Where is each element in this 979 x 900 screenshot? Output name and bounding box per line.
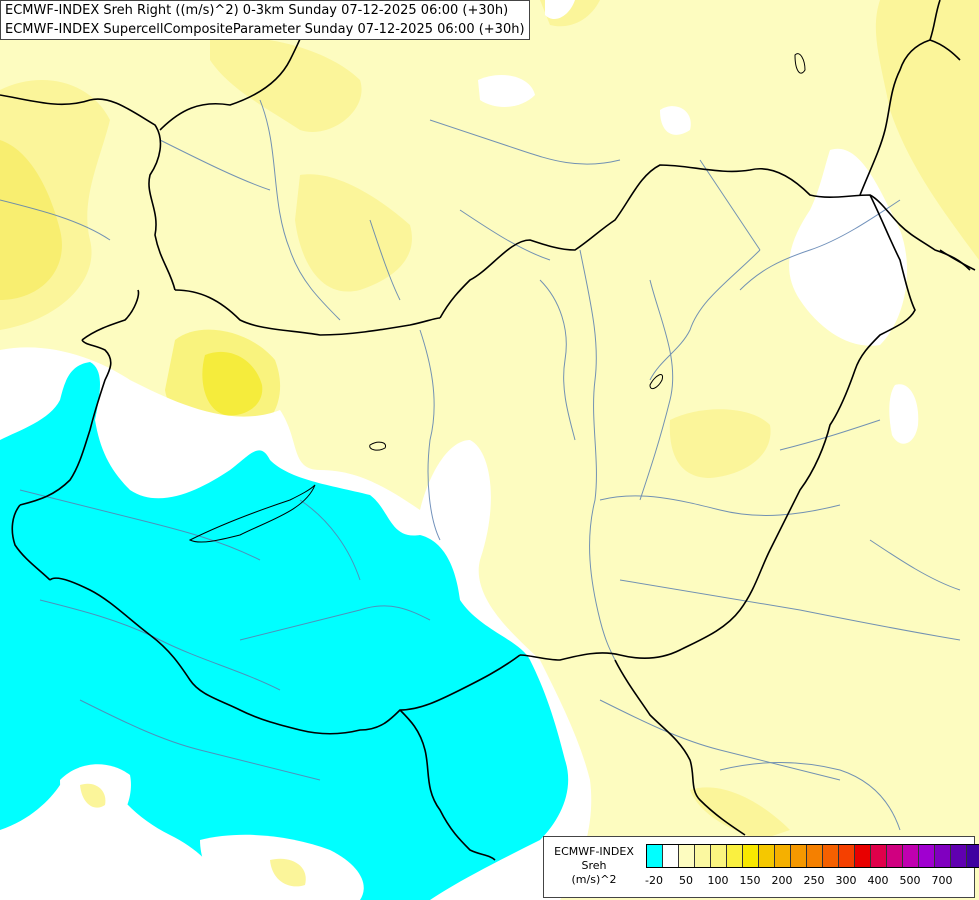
legend-swatch: [871, 845, 887, 867]
legend-tick-label: 300: [835, 874, 857, 887]
map-header: ECMWF-INDEX Sreh Right ((m/s)^2) 0-3km S…: [0, 0, 530, 40]
legend-title-variable: Sreh: [581, 859, 607, 872]
sreh-field-yellow-southeast: [690, 787, 790, 840]
legend-title: ECMWF-INDEX Sreh (m/s)^2: [548, 845, 640, 887]
legend-swatch: [935, 845, 951, 867]
sreh-field-yellow-south: [270, 858, 306, 887]
sreh-field-yellow-north: [210, 37, 362, 132]
legend-tick-label: 200: [771, 874, 793, 887]
legend-tick-label: 500: [899, 874, 921, 887]
legend-tick-label: 400: [867, 874, 889, 887]
header-line-sreh: ECMWF-INDEX Sreh Right ((m/s)^2) 0-3km S…: [5, 3, 509, 18]
sreh-field-yellow-southwest: [80, 783, 106, 808]
legend-tick-label: 700: [931, 874, 953, 887]
sreh-field-yellow-slovenia-core: [202, 351, 263, 416]
legend-swatches: [646, 844, 979, 868]
legend-swatch: [807, 845, 823, 867]
legend-swatch: [711, 845, 727, 867]
legend-swatch: [775, 845, 791, 867]
header-line-scp: ECMWF-INDEX SupercellCompositeParameter …: [5, 22, 525, 37]
legend-swatch: [823, 845, 839, 867]
sreh-field-white-north-2: [660, 106, 691, 135]
sreh-field-cyan: [0, 362, 569, 900]
sreh-field-white-east: [789, 148, 908, 346]
legend-title-source: ECMWF-INDEX: [554, 845, 634, 858]
legend-swatch: [919, 845, 935, 867]
legend-swatch: [855, 845, 871, 867]
legend-swatch: [727, 845, 743, 867]
legend-swatch: [647, 845, 663, 867]
legend-swatch: [679, 845, 695, 867]
legend-swatch: [951, 845, 967, 867]
sreh-field-white-east-small: [889, 384, 919, 444]
legend-tick-label: 50: [679, 874, 693, 887]
lakes: [188, 53, 806, 543]
legend-tick-label: 100: [707, 874, 729, 887]
legend-tick-label: 150: [739, 874, 761, 887]
legend-tick-label: 250: [803, 874, 825, 887]
rivers: [0, 99, 961, 831]
sreh-field-yellow-northwest-core: [0, 140, 62, 300]
legend-title-unit: (m/s)^2: [571, 873, 617, 886]
sreh-field-yellow-hungary: [669, 409, 771, 478]
legend-swatch: [967, 845, 979, 867]
legend-swatch: [695, 845, 711, 867]
color-legend: ECMWF-INDEX Sreh (m/s)^2 -20 50 100 150 200 2…: [543, 836, 979, 898]
legend-swatch: [887, 845, 903, 867]
legend-swatch: [791, 845, 807, 867]
legend-swatch: [743, 845, 759, 867]
legend-swatch: [759, 845, 775, 867]
legend-swatch: [903, 845, 919, 867]
sreh-field-white-north-1: [478, 75, 535, 107]
legend-swatch: [663, 845, 679, 867]
legend-tick-label: -20: [645, 874, 663, 887]
legend-swatch: [839, 845, 855, 867]
sreh-field-yellow-center-north: [295, 174, 412, 292]
sreh-field-white-top: [545, 0, 575, 20]
legend-ticks: -20 50 100 150 200 250 300 400 500 700: [645, 874, 968, 888]
